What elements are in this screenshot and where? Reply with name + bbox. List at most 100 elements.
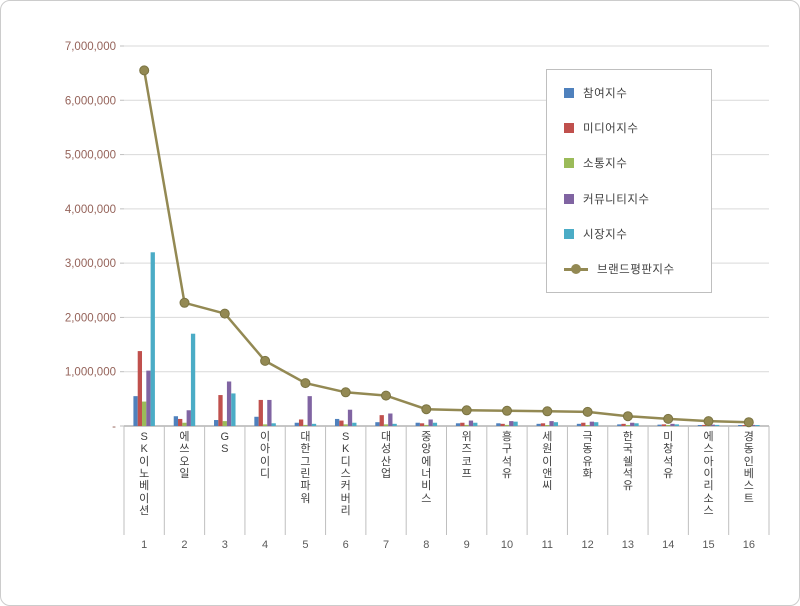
category-number: 6 (342, 539, 349, 551)
bar (379, 415, 384, 426)
bar (383, 424, 389, 426)
bar (231, 393, 236, 426)
bar (540, 423, 546, 426)
bar (182, 422, 187, 426)
bar (262, 424, 268, 426)
bar (755, 425, 760, 426)
category-label: 미 창 석 유 (663, 431, 674, 480)
bar (545, 425, 550, 426)
bar (146, 370, 151, 426)
legend-swatch-icon (564, 158, 574, 169)
bar (657, 424, 662, 426)
legend-swatch-icon (564, 87, 574, 98)
bar-series-3 (146, 370, 756, 426)
bar (504, 424, 510, 426)
bar (339, 420, 344, 426)
bar (173, 416, 179, 426)
bar (536, 423, 541, 426)
bar (347, 409, 353, 426)
bar (576, 423, 582, 426)
bar (661, 424, 667, 426)
category-number: 4 (262, 539, 269, 551)
bar (468, 420, 474, 426)
line-marker (461, 405, 472, 416)
bar (137, 351, 143, 426)
category-ticks (123, 426, 770, 535)
bar (186, 410, 191, 426)
bar (594, 422, 599, 426)
category-number: 16 (742, 539, 755, 551)
y-axis: - 1,000,000 2,000,000 3,000,000 4,000,000 5,0… (65, 41, 124, 433)
bar (742, 425, 747, 426)
bar (460, 422, 465, 426)
category-number: 1 (141, 539, 148, 551)
bar (222, 421, 227, 426)
bar (714, 424, 720, 426)
bar (311, 423, 317, 426)
category-label: 에 쓰 오 일 (179, 431, 190, 480)
bar (455, 423, 461, 426)
category-label: 흥 구 석 유 (501, 431, 513, 480)
bar (142, 401, 147, 426)
category-number: 7 (382, 539, 390, 551)
bar (307, 396, 312, 426)
category-label: S K 이 노 베 이 션 (139, 431, 150, 517)
line-marker (502, 405, 512, 416)
bar (415, 422, 420, 426)
chart-legend: 참여지수 미디어지수 소통지수 커뮤니티지수 시장지수 브랜드평판지수 (546, 69, 712, 293)
bar-series-0 (133, 396, 743, 426)
legend-item-market-index: 시장지수 (547, 226, 711, 242)
legend-item-communication-index: 소통지수 (547, 155, 711, 171)
legend-label: 소통지수 (583, 158, 628, 171)
line-marker (622, 411, 633, 422)
y-axis-tick-label: - (112, 421, 116, 433)
bar (589, 421, 595, 426)
bar (630, 422, 635, 426)
bar (267, 399, 272, 426)
legend-item-participation-index: 참여지수 (547, 85, 711, 101)
bar (585, 425, 590, 426)
bar (464, 424, 469, 426)
category-number: 14 (662, 539, 675, 551)
line-marker (582, 406, 593, 417)
bar (392, 423, 397, 426)
bar (254, 416, 259, 426)
legend-swatch-icon (564, 228, 574, 239)
category-number: 3 (221, 539, 228, 551)
line-marker (421, 404, 432, 415)
line-marker (381, 390, 391, 401)
category-number: 15 (702, 539, 715, 551)
brand-reputation-line (142, 70, 749, 424)
bar (710, 424, 715, 426)
bar (133, 396, 138, 426)
bar-series-1 (137, 351, 747, 426)
legend-label: 시장지수 (583, 228, 628, 241)
bar (298, 419, 304, 426)
bar (617, 424, 622, 426)
bar (621, 423, 626, 426)
category-number: 13 (621, 539, 635, 551)
category-label: 위 즈 코 프 (461, 431, 472, 480)
bar (666, 425, 671, 426)
category-label: 한 국 쉘 석 유 (622, 431, 633, 493)
category-number: 8 (423, 539, 430, 551)
bar (343, 424, 348, 426)
category-label: 에 스 아 이 리 소 스 (703, 431, 714, 517)
bar (294, 422, 299, 426)
legend-item-community-index: 커뮤니티지수 (547, 191, 711, 207)
bar (150, 252, 155, 426)
bar (375, 422, 380, 426)
bar (419, 423, 425, 426)
bar (549, 421, 554, 426)
category-number: 9 (463, 539, 470, 551)
bar (738, 425, 743, 426)
bar (352, 422, 357, 426)
line-marker (179, 297, 190, 308)
bar (388, 413, 393, 426)
y-axis-tick-label: 2,000,000 (65, 312, 116, 324)
bar (509, 421, 514, 426)
category-number: 12 (581, 539, 594, 551)
bar (303, 424, 308, 426)
legend-label: 커뮤니티지수 (583, 193, 650, 206)
